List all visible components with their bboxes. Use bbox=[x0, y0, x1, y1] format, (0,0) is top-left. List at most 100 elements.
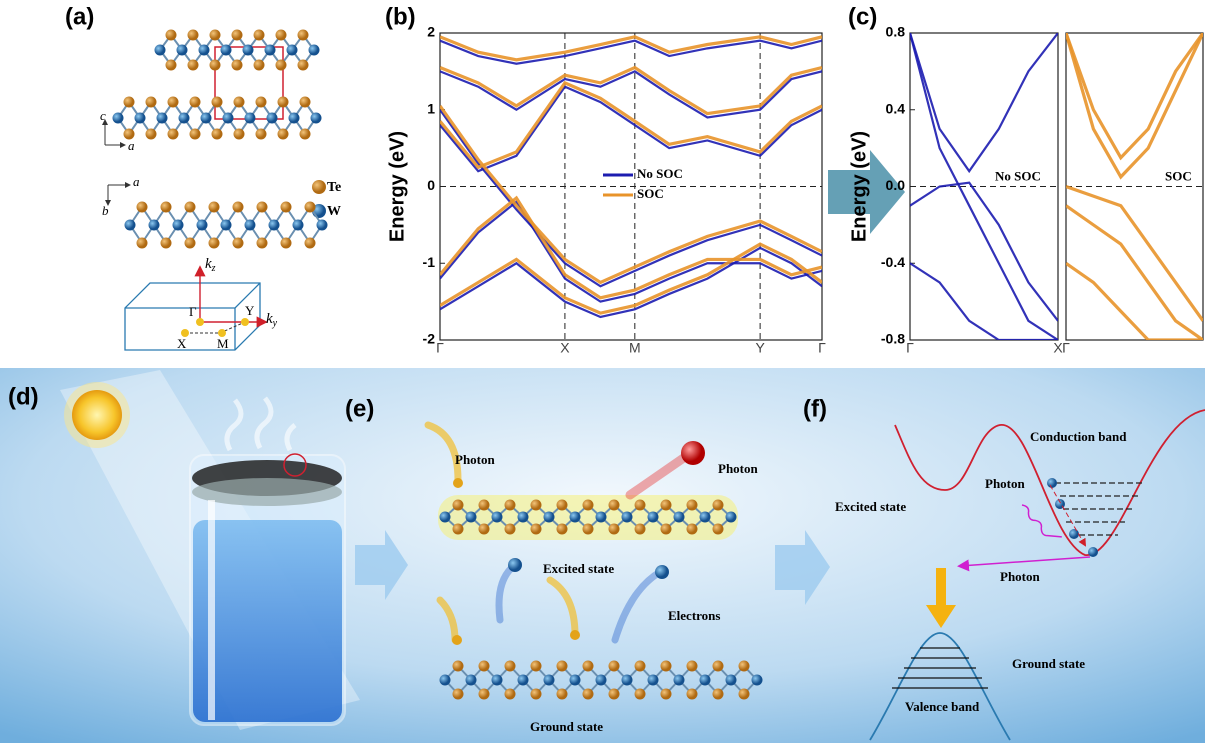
band-line bbox=[440, 80, 822, 170]
te-atom bbox=[280, 237, 292, 249]
band-line bbox=[440, 109, 822, 288]
te-atom bbox=[253, 59, 265, 71]
label: Excited state bbox=[543, 561, 614, 576]
te-atom bbox=[187, 29, 199, 41]
te-atom bbox=[275, 29, 287, 41]
w-atom bbox=[134, 112, 146, 124]
w-atom bbox=[751, 674, 763, 686]
te-atom bbox=[233, 96, 245, 108]
y-tick-label: -2 bbox=[423, 331, 436, 347]
bands bbox=[910, 33, 1058, 340]
w-atom bbox=[220, 219, 232, 231]
x-tick-label: X bbox=[560, 340, 570, 356]
te-atom bbox=[686, 499, 698, 511]
te-atom bbox=[582, 660, 594, 672]
bands bbox=[1066, 33, 1203, 340]
te-atom bbox=[184, 237, 196, 249]
te-atom bbox=[660, 523, 672, 535]
te-atom bbox=[504, 499, 516, 511]
te-atom bbox=[686, 688, 698, 700]
te-atom bbox=[123, 96, 135, 108]
te-atom bbox=[253, 29, 265, 41]
te-atom bbox=[608, 688, 620, 700]
te-atom bbox=[145, 96, 157, 108]
te-atom bbox=[634, 688, 646, 700]
te-atom bbox=[277, 96, 289, 108]
w-atom bbox=[465, 511, 477, 523]
band-line bbox=[440, 104, 822, 285]
te-atom bbox=[233, 128, 245, 140]
te-atom bbox=[452, 499, 464, 511]
w-atom bbox=[264, 44, 276, 56]
band-chart: Γ X -0.8 -0.4 0.0 0.4 0.8 Energy (eV) No SOC bbox=[848, 24, 1063, 356]
te-atom bbox=[231, 29, 243, 41]
y-tick-label: 1 bbox=[427, 100, 435, 116]
te-atom bbox=[277, 128, 289, 140]
w-atom bbox=[699, 674, 711, 686]
w-atom bbox=[465, 674, 477, 686]
k-label: kz bbox=[205, 256, 216, 274]
w-atom bbox=[569, 674, 581, 686]
te-atom bbox=[167, 128, 179, 140]
band-line bbox=[440, 242, 822, 315]
w-atom bbox=[148, 219, 160, 231]
label: Ground state bbox=[530, 719, 603, 734]
te-atom bbox=[297, 59, 309, 71]
x-tick-label: Y bbox=[755, 340, 765, 356]
te-atom bbox=[255, 128, 267, 140]
band-line bbox=[440, 35, 822, 62]
label: Electrons bbox=[668, 608, 720, 623]
k-point bbox=[181, 329, 189, 337]
te-atom bbox=[123, 128, 135, 140]
w-atom bbox=[439, 511, 451, 523]
w-atom bbox=[621, 674, 633, 686]
band-line bbox=[440, 39, 822, 65]
w-atom bbox=[242, 44, 254, 56]
energy-diagram bbox=[869, 409, 1205, 741]
te-atom bbox=[275, 59, 287, 71]
w-atom bbox=[439, 674, 451, 686]
w-atom bbox=[308, 44, 320, 56]
w-atom bbox=[286, 44, 298, 56]
k-point-label: M bbox=[217, 336, 229, 351]
te-atom bbox=[232, 201, 244, 213]
k-sub: z bbox=[211, 263, 216, 274]
band-line bbox=[1066, 261, 1203, 340]
w-atom bbox=[595, 511, 607, 523]
w-atom bbox=[124, 219, 136, 231]
band-line bbox=[910, 33, 1058, 174]
w-atom bbox=[222, 112, 234, 124]
te-atom bbox=[608, 523, 620, 535]
te-atom bbox=[634, 523, 646, 535]
w-atom bbox=[517, 674, 529, 686]
band-chart: Γ SOC bbox=[1062, 32, 1204, 356]
y-tick-label: -1 bbox=[423, 254, 436, 270]
w-atom bbox=[244, 112, 256, 124]
zoom-arrow bbox=[828, 150, 905, 234]
te-atom bbox=[211, 96, 223, 108]
w-atom bbox=[310, 112, 322, 124]
panel-label: (c) bbox=[848, 3, 877, 30]
w-atom bbox=[172, 219, 184, 231]
band-line bbox=[910, 33, 1058, 340]
te-atom bbox=[660, 499, 672, 511]
te-atom bbox=[686, 523, 698, 535]
te-atom bbox=[556, 499, 568, 511]
w-atom bbox=[220, 44, 232, 56]
w-atom bbox=[647, 511, 659, 523]
band-line bbox=[910, 181, 1058, 322]
w-atom bbox=[491, 674, 503, 686]
w-atom bbox=[725, 511, 737, 523]
panel-label: (f) bbox=[803, 395, 827, 422]
panel-label: (a) bbox=[65, 3, 94, 30]
te-atom bbox=[232, 237, 244, 249]
te-atom bbox=[165, 59, 177, 71]
axis-label: c bbox=[100, 108, 106, 123]
te-atom bbox=[167, 96, 179, 108]
w-atom bbox=[543, 674, 555, 686]
te-atom bbox=[556, 523, 568, 535]
w-atom bbox=[198, 44, 210, 56]
te-atom bbox=[256, 201, 268, 213]
